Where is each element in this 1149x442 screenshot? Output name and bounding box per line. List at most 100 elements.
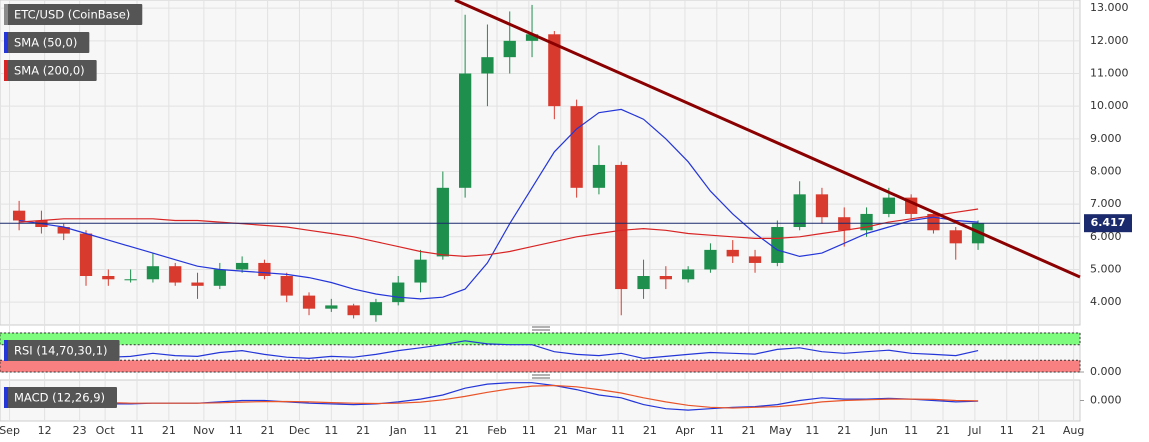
y-tick-label: 7.000: [1090, 197, 1122, 210]
x-tick-label: Aug: [1063, 424, 1084, 437]
x-tick-label: Jun: [870, 424, 888, 437]
candle-body: [525, 34, 539, 41]
oversold-zone: [0, 359, 1081, 373]
candle-body: [637, 276, 650, 290]
legend-box: [4, 32, 90, 53]
x-tick-label: 21: [1032, 424, 1046, 437]
candle-body: [325, 305, 338, 309]
x-tick-label: 12: [38, 424, 52, 437]
y-tick-label: 11.000: [1090, 66, 1129, 79]
indicator-line: [19, 340, 979, 360]
legend-label: SMA (200,0): [14, 64, 85, 78]
candle-body: [235, 262, 249, 270]
overlay: 6.417 ETC/USD (CoinBase) SMA (50,0) SMA (20…: [4, 4, 1132, 408]
candle-body: [436, 187, 449, 257]
x-tick-label: Jul: [967, 424, 981, 437]
candle-body: [481, 57, 494, 74]
x-tick-label: Feb: [487, 424, 506, 437]
legend-box: [4, 340, 120, 361]
candle-body: [213, 269, 226, 286]
candle-body: [793, 194, 806, 228]
candle-body: [459, 73, 472, 188]
x-tick-label: 21: [643, 424, 657, 437]
y-tick-label: 4.000: [1090, 295, 1122, 308]
x-tick-label: 21: [455, 424, 469, 437]
candle-body: [191, 282, 204, 286]
x-tick-label: Jan: [389, 424, 407, 437]
x-tick-label: 11: [904, 424, 918, 437]
candle-body: [592, 164, 606, 188]
x-tick-label: 21: [742, 424, 756, 437]
candle-body: [615, 164, 628, 290]
x-tick-label: Apr: [675, 424, 695, 437]
x-tick-label: 11: [324, 424, 338, 437]
candle-body: [838, 217, 851, 231]
y-tick-label: 12.000: [1090, 34, 1129, 47]
x-tick-label: 11: [710, 424, 724, 437]
x-tick-label: Mar: [576, 424, 597, 437]
legend-box: [4, 4, 143, 25]
x-tick-label: 21: [261, 424, 275, 437]
candle-body: [882, 197, 895, 214]
indicator-line: [19, 384, 979, 409]
candle-body: [79, 233, 93, 277]
legend-label: MACD (12,26,9): [14, 391, 105, 405]
candle-body: [12, 210, 26, 221]
x-tick-label: 11: [130, 424, 144, 437]
legend-box: [4, 387, 117, 408]
candle-body: [949, 230, 962, 244]
x-tick-label: May: [769, 424, 792, 437]
resize-handle[interactable]: [532, 374, 550, 379]
resize-handle[interactable]: [532, 326, 550, 331]
legend-swatch: [4, 32, 8, 53]
candle-body: [570, 106, 583, 188]
legend-label: ETC/USD (CoinBase): [14, 8, 130, 22]
candle-body: [302, 295, 316, 309]
candle-body: [124, 279, 137, 281]
x-tick-label: 11: [611, 424, 625, 437]
x-tick-label: 21: [837, 424, 851, 437]
y-tick-label: 8.000: [1090, 164, 1122, 177]
y-tick-label: 0.000: [1090, 365, 1122, 378]
legend-swatch: [4, 60, 8, 81]
y-tick-label: 9.000: [1090, 132, 1122, 145]
last-price-label: 6.417: [1091, 216, 1126, 229]
candle-body: [258, 262, 271, 277]
y-tick-label: 0.000: [1090, 394, 1122, 407]
x-tick-label: 21: [936, 424, 950, 437]
x-tick-label: 11: [229, 424, 243, 437]
candle-body: [414, 259, 427, 283]
trend-line: [454, 0, 1081, 279]
x-tick-label: Sep: [0, 424, 20, 437]
candle-body: [102, 276, 115, 280]
x-tick-label: Oct: [96, 424, 116, 437]
x-tick-label: 11: [1000, 424, 1014, 437]
y-tick-label: 10.000: [1090, 99, 1129, 112]
overbought-zone: [0, 332, 1081, 346]
main-panel: [0, 0, 1081, 326]
legend-label: SMA (50,0): [14, 36, 77, 50]
x-tick-label: Nov: [193, 424, 215, 437]
macd-panel: [0, 379, 1081, 422]
candle-body: [347, 305, 360, 316]
y-tick-label: 6.000: [1090, 230, 1122, 243]
legend-box: [4, 60, 97, 81]
x-tick-label: 21: [356, 424, 370, 437]
x-tick-label: 21: [554, 424, 568, 437]
y-tick-label: 13.000: [1090, 1, 1129, 14]
candle-body: [704, 249, 717, 270]
sma-line: [19, 208, 979, 258]
candle-body: [659, 276, 672, 280]
candle-body: [771, 227, 784, 263]
candle-body: [682, 269, 695, 280]
sma-line: [19, 108, 979, 300]
candle-body: [503, 40, 516, 58]
x-tick-label: 23: [73, 424, 87, 437]
candle-body: [57, 227, 70, 234]
candle-body: [815, 194, 829, 218]
y-tick-label: 5.000: [1090, 262, 1122, 275]
last-price-box: [1084, 214, 1132, 233]
candle-body: [726, 249, 739, 257]
